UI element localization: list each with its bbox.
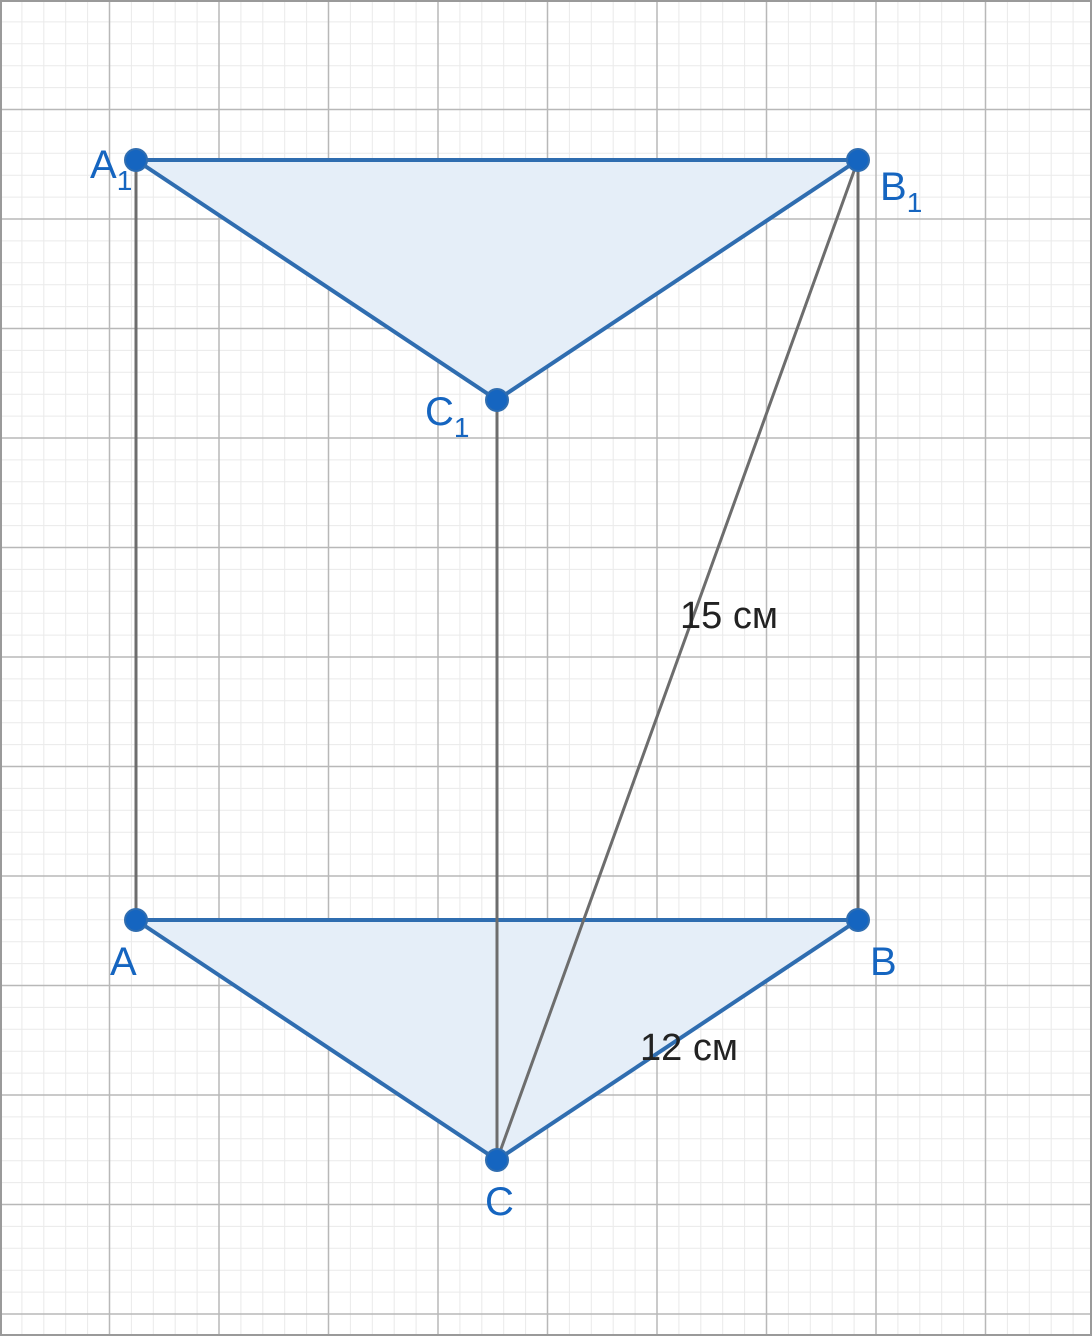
label-B: B (870, 940, 897, 984)
label-C1: C1 (425, 390, 469, 443)
diagram-canvas: A1 B1 C1 A B C 15 см 12 см (0, 0, 1092, 1336)
label-A1: A1 (90, 143, 132, 196)
measurement-0: 15 см (680, 595, 778, 637)
vertex-B (847, 909, 869, 931)
vertex-C1 (486, 389, 508, 411)
label-B1: B1 (880, 165, 922, 218)
triangle-top (136, 160, 858, 400)
measurement-1: 12 см (640, 1027, 738, 1069)
label-C: C (485, 1180, 514, 1224)
label-A: A (110, 940, 137, 984)
vertex-B1 (847, 149, 869, 171)
vertex-A (125, 909, 147, 931)
vertex-C (486, 1149, 508, 1171)
